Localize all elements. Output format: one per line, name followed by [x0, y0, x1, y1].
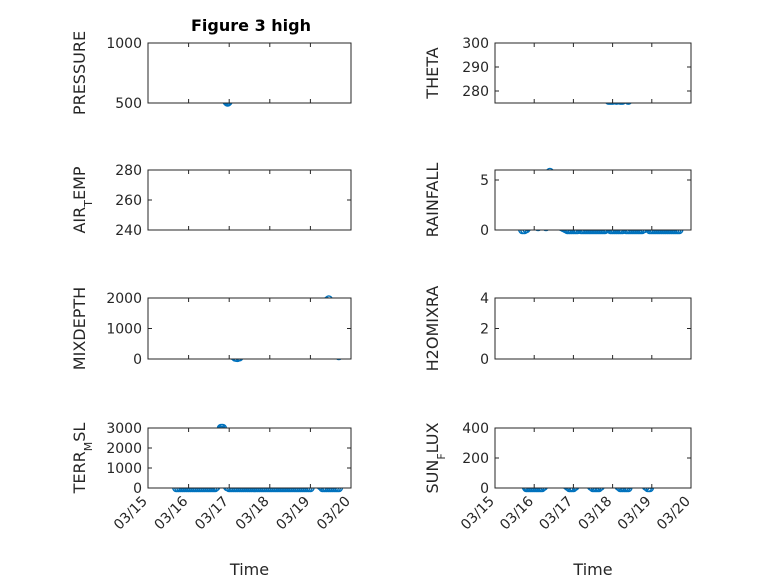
y-tick-label: 500: [115, 96, 142, 112]
x-tick-label: 03/16: [497, 493, 537, 533]
subplot-7: 0 1000 2000 3000 03/15 03/16 03/17 03/18 03/19 03…: [70, 421, 354, 579]
subplot-2: 280 290 300 THETA: [423, 36, 692, 105]
y-tick-label: 400: [462, 421, 489, 437]
y-axis-label: THETA: [423, 47, 442, 99]
y-tick-label: 240: [115, 223, 142, 239]
axes-frame: [494, 169, 692, 231]
x-tick-label: 03/17: [536, 494, 576, 534]
figure-title: Figure 3 high: [191, 16, 311, 35]
y-tick-label: 1000: [106, 461, 142, 477]
y-axis-label: MIXDEPTH: [70, 287, 89, 370]
x-tick-label: 03/15: [458, 494, 498, 534]
y-tick-label: 280: [462, 84, 489, 100]
axes-frame: [147, 297, 352, 360]
y-axis-label: SUNFLUX: [423, 422, 448, 493]
x-axis-label: Time: [229, 560, 269, 579]
subplot-4: 0 5 RAINFALL: [423, 163, 692, 239]
y-tick-label: 2: [480, 322, 489, 338]
x-tick-label: 03/16: [152, 493, 192, 533]
axes-frame: [147, 169, 352, 231]
y-tick-label: 3000: [106, 421, 142, 437]
axes-frame: [494, 42, 692, 104]
subplot-6: 0 2 4 H2OMIXRA: [423, 286, 692, 372]
y-tick-label: 260: [115, 193, 142, 209]
x-tick-label: 03/20: [654, 494, 694, 534]
y-tick-label: 1000: [106, 36, 142, 52]
y-axis-label: AIRTEMP: [70, 166, 95, 233]
axes-frame: [147, 427, 352, 489]
y-axis-label: TERRMSL: [70, 423, 95, 495]
axes-frame: [494, 427, 692, 489]
x-tick-label: 03/19: [273, 494, 313, 534]
x-tick-label: 03/15: [111, 494, 151, 534]
y-axis-label: RAINFALL: [423, 163, 442, 238]
y-axis-label: PRESSURE: [70, 31, 89, 115]
y-tick-label: 1000: [106, 322, 142, 338]
x-tick-label: 03/18: [233, 494, 273, 534]
subplot-1: 500 1000 PRESSURE: [70, 31, 352, 115]
axes-frame: [494, 297, 692, 360]
y-tick-label: 290: [462, 60, 489, 76]
x-tick-label: 03/17: [192, 494, 232, 534]
y-axis-label: H2OMIXRA: [423, 286, 442, 372]
x-tick-label: 03/19: [615, 494, 655, 534]
y-tick-label: 0: [133, 352, 142, 368]
y-tick-label: 200: [462, 451, 489, 467]
subplot-8: 0 200 400 03/15 03/16 03/17 03/18 03/19 03/20 Tim…: [423, 421, 694, 579]
y-tick-label: 0: [480, 481, 489, 497]
x-tick-label: 03/20: [314, 494, 354, 534]
y-tick-label: 0: [133, 481, 142, 497]
y-tick-label: 2000: [106, 291, 142, 307]
y-tick-label: 4: [480, 291, 489, 307]
x-tick-label: 03/18: [576, 494, 616, 534]
y-tick-label: 0: [480, 223, 489, 239]
axes-frame: [147, 42, 352, 104]
subplot-3: 240 260 280 AIRTEMP: [70, 163, 352, 239]
x-axis-label: Time: [572, 560, 612, 579]
y-tick-label: 280: [115, 163, 142, 179]
y-tick-label: 300: [462, 36, 489, 52]
y-tick-label: 2000: [106, 441, 142, 457]
subplot-5: 0 1000 2000 MIXDEPTH: [70, 287, 352, 370]
y-tick-label: 0: [480, 352, 489, 368]
y-tick-label: 5: [480, 173, 489, 189]
